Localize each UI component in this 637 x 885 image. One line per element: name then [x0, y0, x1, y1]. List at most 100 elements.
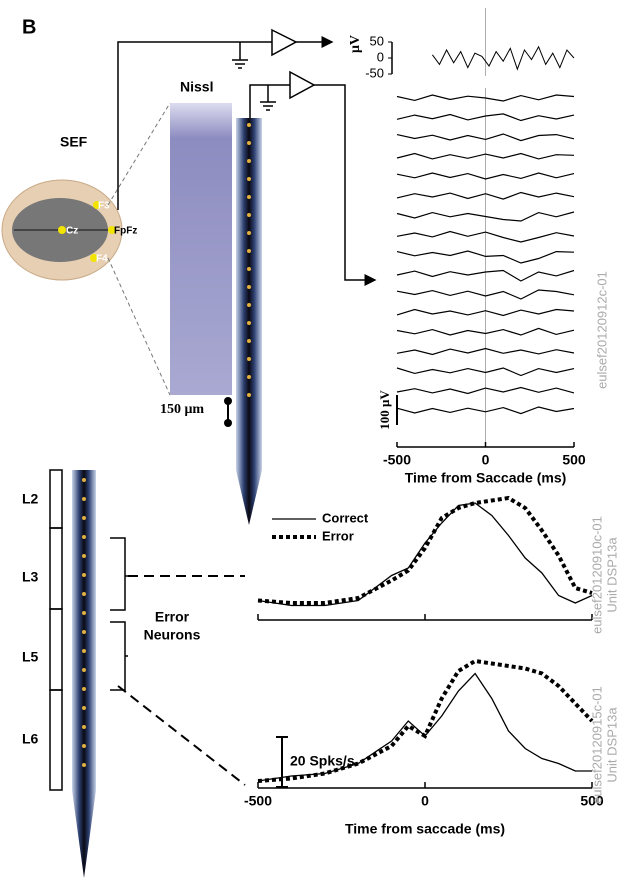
- x-tick-label: 0: [421, 793, 429, 809]
- brain: [1, 179, 123, 281]
- group-label: Neurons: [144, 627, 201, 643]
- contact: [82, 649, 86, 653]
- electrode-label: FpFz: [114, 226, 137, 237]
- data-line: [431, 45, 575, 71]
- electrode-label: Cz: [66, 226, 78, 237]
- y-axis-label: μV: [348, 35, 363, 53]
- contact: [82, 573, 86, 577]
- scale-bar-label: 100 μV: [377, 390, 392, 430]
- data-line: [396, 347, 575, 356]
- layer-label: L6: [22, 731, 39, 747]
- unit-label: Unit DSP13a: [604, 537, 619, 613]
- data-line: [396, 269, 575, 282]
- electrode: [72, 118, 262, 878]
- data-line: [396, 94, 575, 102]
- x-tick-label: -500: [244, 793, 272, 809]
- data-line: [396, 172, 575, 180]
- contact: [82, 687, 86, 691]
- data-line: [396, 191, 575, 200]
- contact: [82, 516, 86, 520]
- contact: [247, 195, 251, 199]
- scale-bar-label: 20 Spks/s: [290, 753, 355, 769]
- contact: [247, 357, 251, 361]
- contact: [247, 375, 251, 379]
- contact: [247, 339, 251, 343]
- contact: [247, 159, 251, 163]
- zoom-line: [107, 257, 171, 396]
- contact: [247, 177, 251, 181]
- data-line: [396, 230, 575, 243]
- contact: [82, 497, 86, 501]
- recording-label: eulsef20120912c-01: [594, 271, 609, 389]
- y-tick-label: -50: [365, 65, 384, 80]
- contact: [82, 630, 86, 634]
- data-line: [396, 386, 575, 395]
- data-line: [396, 211, 575, 222]
- data-line: [257, 502, 593, 607]
- legend-label: Error: [322, 528, 354, 543]
- layer-boxes: [49, 469, 128, 791]
- contact: [247, 141, 251, 145]
- layer-label: L5: [22, 649, 39, 665]
- scale-glyph: [224, 397, 232, 427]
- amplifier-wiring: [117, 28, 377, 286]
- stain-label: Nissl: [180, 79, 213, 95]
- contact: [247, 267, 251, 271]
- contact: [82, 744, 86, 748]
- layer-label: L3: [22, 569, 39, 585]
- contact: [82, 725, 86, 729]
- contact: [82, 554, 86, 558]
- legend-label: Correct: [322, 510, 369, 525]
- contact: [247, 123, 251, 127]
- group-label: Error: [155, 609, 190, 625]
- x-tick-label: 0: [482, 452, 490, 468]
- contact: [82, 478, 86, 482]
- contact: [247, 321, 251, 325]
- electrode-label: F4: [96, 254, 108, 265]
- recording-label: eulsef20120910c-01: [589, 516, 604, 634]
- scale-label: 150 μm: [160, 402, 204, 417]
- contact: [82, 668, 86, 672]
- scale-bar: [276, 736, 288, 788]
- link-line: [117, 685, 246, 786]
- data-line: [396, 367, 575, 377]
- data-line: [396, 308, 575, 317]
- contact: [82, 592, 86, 596]
- region-label: SEF: [60, 134, 88, 150]
- contact: [82, 535, 86, 539]
- data-line: [396, 250, 575, 264]
- electrode-label: F3: [98, 201, 110, 212]
- contact: [82, 763, 86, 767]
- contact: [247, 303, 251, 307]
- data-line: [257, 495, 593, 605]
- contact: [247, 285, 251, 289]
- nissl-section: [170, 103, 232, 395]
- data-line: [396, 327, 575, 336]
- contact: [82, 706, 86, 710]
- data-line: [396, 406, 575, 415]
- data-line: [257, 672, 592, 782]
- y-tick-label: 0: [377, 49, 384, 64]
- zoom-line: [107, 102, 171, 206]
- x-axis-label: Time from saccade (ms): [345, 821, 505, 837]
- data-line: [396, 113, 575, 122]
- contact: [247, 249, 251, 253]
- data-line: [396, 133, 575, 142]
- data-line: [257, 658, 594, 783]
- layer-label: L2: [22, 491, 39, 507]
- unit-label: Unit DSP13a: [604, 707, 619, 783]
- contact: [247, 393, 251, 397]
- y-tick-label: 50: [370, 33, 384, 48]
- contact: [247, 213, 251, 217]
- x-axis-label: Time from Saccade (ms): [405, 470, 567, 486]
- data-line: [396, 152, 575, 160]
- panel-label: B: [22, 16, 36, 38]
- x-tick-label: -500: [383, 452, 411, 468]
- contact: [82, 611, 86, 615]
- x-tick-label: 500: [562, 452, 586, 468]
- recording-label: eulsef20120915c-01: [589, 686, 604, 804]
- contact: [247, 231, 251, 235]
- data-line: [396, 289, 575, 300]
- x-tick-label: 500: [580, 793, 604, 809]
